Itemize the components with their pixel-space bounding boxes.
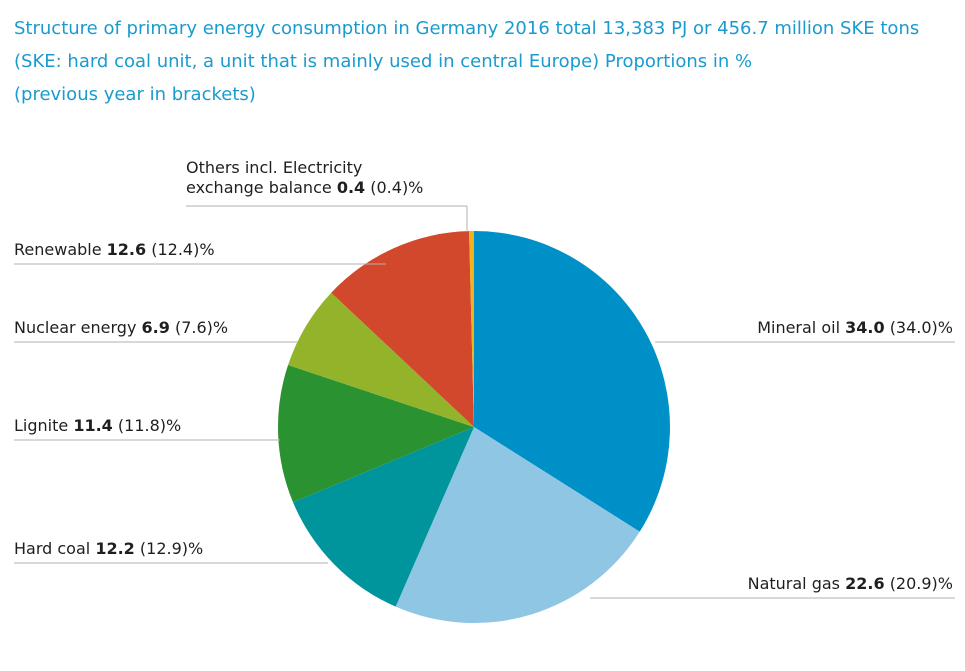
label-others-name: exchange balance — [186, 178, 332, 197]
label-mineral-oil-prev: (34.0)% — [889, 318, 953, 337]
label-hard-coal-value: 12.2 — [95, 539, 135, 558]
pie-slices — [277, 230, 670, 624]
label-nuclear: Nuclear energy 6.9 (7.6)% — [14, 318, 228, 338]
label-renewable: Renewable 12.6 (12.4)% — [14, 240, 215, 260]
label-hard-coal-name: Hard coal — [14, 539, 91, 558]
label-others-prev: (0.4)% — [370, 178, 424, 197]
pie-slice-renewable — [331, 231, 474, 427]
label-mineral-oil-name: Mineral oil — [757, 318, 841, 337]
pie-slice-mineral-oil — [474, 231, 670, 532]
label-lignite-name: Lignite — [14, 416, 69, 435]
label-natural-gas: Natural gas 22.6 (20.9)% — [748, 574, 953, 594]
label-lignite-prev: (11.8)% — [117, 416, 182, 435]
pie-slice-natural-gas — [395, 427, 640, 624]
pie-slice-nuclear-energy — [288, 292, 474, 427]
label-others: Others incl. Electricity exchange balanc… — [186, 158, 423, 198]
chart-title-line-2: (SKE: hard coal unit, a unit that is mai… — [14, 51, 753, 72]
chart-title-line-1: Structure of primary energy consumption … — [14, 18, 920, 39]
label-nuclear-value: 6.9 — [141, 318, 170, 337]
label-nuclear-name: Nuclear energy — [14, 318, 137, 337]
pie-slice-lignite — [277, 365, 474, 503]
label-renewable-name: Renewable — [14, 240, 102, 259]
label-hard-coal-prev: (12.9)% — [139, 539, 204, 558]
label-hard-coal: Hard coal 12.2 (12.9)% — [14, 539, 203, 559]
label-renewable-value: 12.6 — [106, 240, 147, 259]
label-lignite-value: 11.4 — [73, 416, 113, 435]
label-others-line1: Others incl. Electricity — [186, 158, 363, 177]
label-renewable-prev: (12.4)% — [151, 240, 215, 259]
label-nuclear-prev: (7.6)% — [174, 318, 229, 337]
label-others-value: 0.4 — [336, 178, 366, 197]
chart-title-line-3: (previous year in brackets) — [14, 84, 256, 105]
pie-slice-hard-coal — [293, 427, 474, 607]
label-lignite: Lignite 11.4 (11.8)% — [14, 416, 181, 436]
leader-lines — [14, 205, 955, 599]
label-mineral-oil-value: 34.0 — [845, 318, 885, 337]
label-natural-gas-name: Natural gas — [747, 574, 841, 593]
pie-slice-others-incl-electricity-exchange-balance — [469, 230, 474, 427]
label-natural-gas-value: 22.6 — [845, 574, 885, 593]
label-mineral-oil: Mineral oil 34.0 (34.0)% — [757, 318, 953, 338]
label-natural-gas-prev: (20.9)% — [889, 574, 953, 593]
